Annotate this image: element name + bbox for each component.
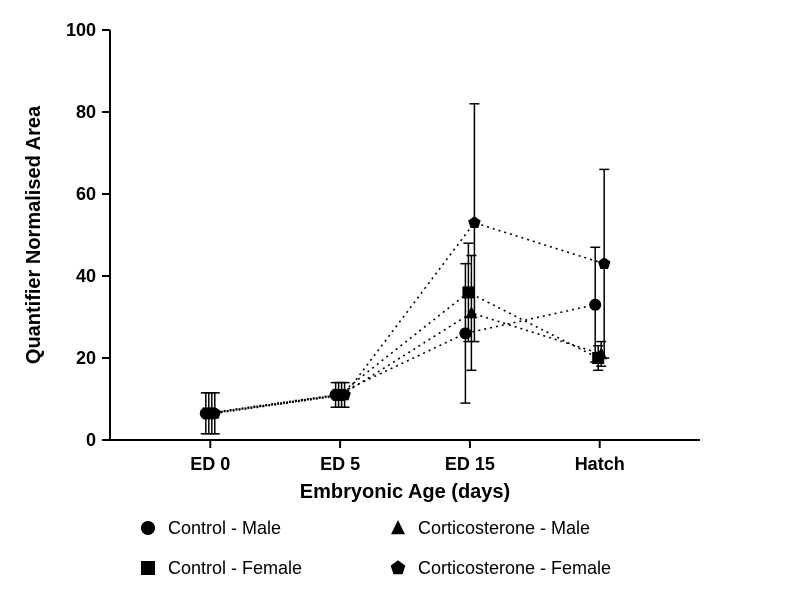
y-tick-label: 20 xyxy=(76,348,96,368)
y-tick-label: 60 xyxy=(76,184,96,204)
x-axis-label: Embryonic Age (days) xyxy=(300,481,510,503)
x-tick-label: ED 5 xyxy=(320,454,360,474)
y-axis-label: Quantifier Normalised Area xyxy=(23,105,45,364)
legend-label: Corticosterone - Female xyxy=(418,558,611,578)
legend-label: Control - Male xyxy=(168,518,281,538)
series xyxy=(209,104,611,434)
legend-label: Control - Female xyxy=(168,558,302,578)
series-group xyxy=(200,104,611,434)
x-tick-label: ED 15 xyxy=(445,454,495,474)
y-tick-label: 100 xyxy=(66,20,96,40)
chart: 0 20 40 60 80 100 ED 0 ED 5 ED 15 Hatch Embryonic … xyxy=(0,0,800,601)
series xyxy=(206,256,607,434)
legend: Control - Male Control - Female Corticoste… xyxy=(141,518,611,578)
series xyxy=(203,243,604,434)
legend-label: Corticosterone - Male xyxy=(418,518,590,538)
y-tick-label: 0 xyxy=(86,430,96,450)
y-tick-label: 80 xyxy=(76,102,96,122)
x-tick-label: ED 0 xyxy=(190,454,230,474)
x-tick-label: Hatch xyxy=(575,454,625,474)
y-tick-label: 40 xyxy=(76,266,96,286)
